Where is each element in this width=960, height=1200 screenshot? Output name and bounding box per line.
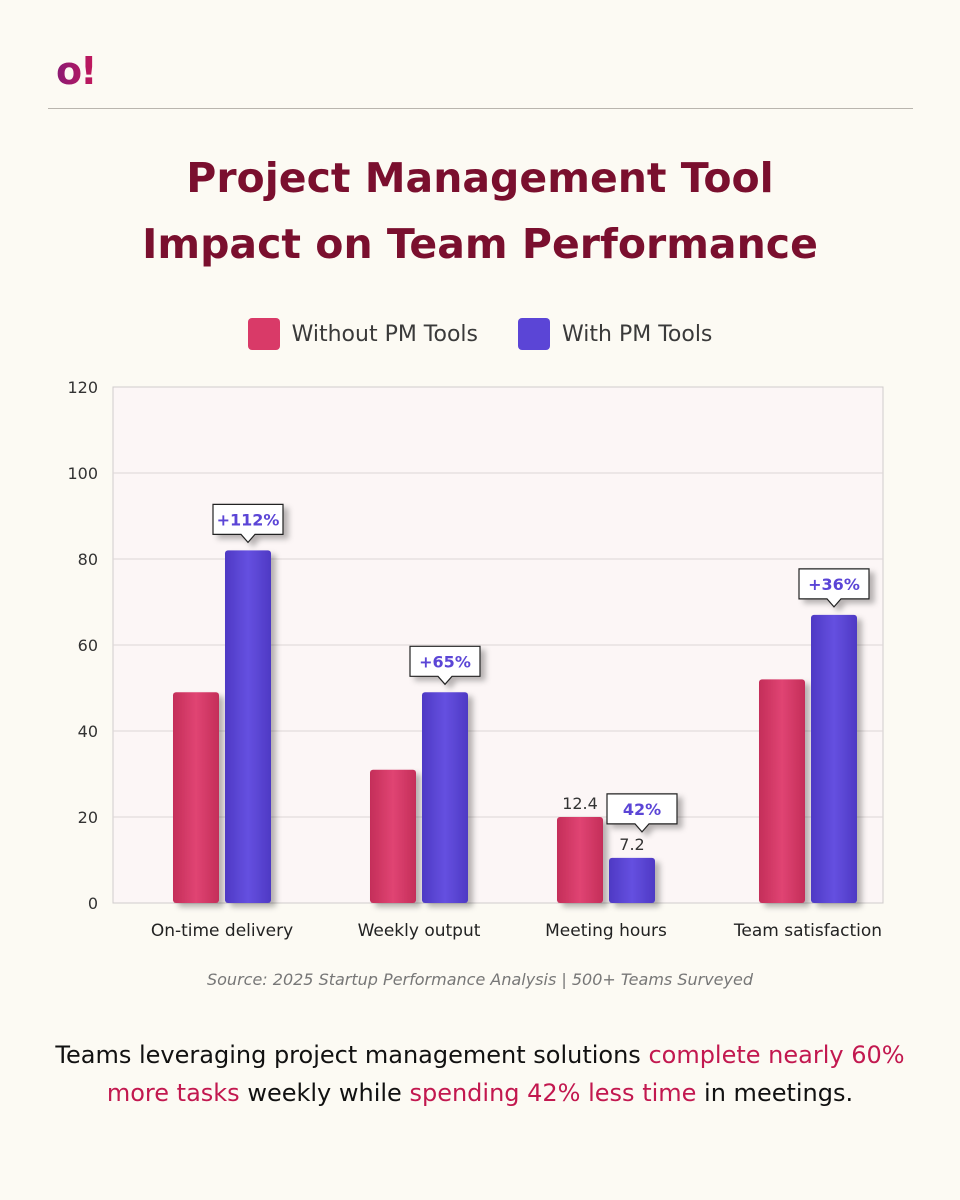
source-note: Source: 2025 Startup Performance Analysi… — [206, 970, 753, 989]
bar-without-2 — [557, 817, 603, 903]
y-tick-label: 0 — [88, 894, 98, 913]
callouts: +112% +65% 42% +36% — [212, 503, 870, 833]
title-line-2: Impact on Team Performance — [142, 220, 818, 268]
bar-without-3 — [759, 679, 805, 903]
title-line-1: Project Management Tool — [186, 154, 774, 202]
summary-part-3: in meetings. — [696, 1079, 854, 1107]
summary-highlight-1: complete nearly 60% more tasks — [106, 1041, 905, 1107]
callout: +65% — [409, 645, 481, 686]
value-label: 12.4 — [562, 794, 598, 813]
bar-without-0 — [173, 692, 219, 903]
callout-box — [409, 645, 481, 686]
callout-box — [606, 793, 678, 833]
callout-label: +112% — [217, 510, 280, 529]
header-divider — [48, 108, 913, 109]
summary-part-1: Teams leveraging project management solu… — [55, 1041, 649, 1069]
x-axis-ticks: On-time delivery Weekly output Meeting hou… — [151, 921, 882, 941]
bar-with-0 — [225, 550, 271, 903]
callout-label: +36% — [808, 575, 860, 594]
summary-text: Teams leveraging project management solu… — [40, 1036, 920, 1112]
legend-item-without: Without PM Tools — [247, 318, 479, 350]
legend-swatch-without — [247, 318, 280, 350]
legend-label-with: With PM Tools — [562, 321, 713, 347]
bar-with-1 — [422, 692, 468, 903]
value-label: 7.2 — [619, 835, 644, 854]
summary-part-2: weekly while — [239, 1079, 410, 1107]
y-tick-label: 60 — [78, 636, 98, 655]
summary-highlight-2: spending 42% less time — [409, 1079, 697, 1107]
y-axis-ticks: 0 20 40 60 80 100 120 — [67, 378, 98, 913]
bars — [173, 550, 857, 903]
bar-without-1 — [370, 769, 416, 903]
y-tick-label: 20 — [78, 808, 98, 827]
brand-logo: o! — [56, 49, 97, 93]
page-title: Project Management Tool Impact on Team P… — [0, 145, 960, 277]
callout-box — [798, 568, 870, 608]
y-tick-label: 100 — [67, 464, 98, 483]
bar-with-2 — [609, 857, 655, 903]
y-tick-label: 120 — [67, 378, 98, 397]
legend-label-without: Without PM Tools — [291, 321, 479, 347]
callout-box — [212, 503, 284, 544]
bar-chart: 0 20 40 60 80 100 120 On-time delivery Weekly o… — [67, 378, 884, 941]
x-tick-label: Weekly output — [358, 921, 481, 941]
callout-label: 42% — [623, 800, 661, 819]
legend-item-with: With PM Tools — [518, 318, 712, 350]
y-tick-label: 40 — [78, 722, 98, 741]
y-tick-label: 80 — [78, 550, 98, 569]
x-tick-label: On-time delivery — [151, 921, 293, 941]
bar-with-3 — [811, 614, 857, 903]
callout: +112% — [212, 503, 284, 544]
callout: +36% — [798, 568, 870, 608]
chart-legend: Without PM Tools With PM Tools — [0, 318, 960, 350]
x-tick-label: Team satisfaction — [733, 921, 882, 941]
legend-swatch-with — [518, 318, 551, 350]
x-tick-label: Meeting hours — [545, 921, 667, 941]
callout-label: +65% — [419, 652, 471, 671]
value-labels: 12.4 7.2 — [562, 794, 645, 854]
callout: 42% — [606, 793, 678, 833]
